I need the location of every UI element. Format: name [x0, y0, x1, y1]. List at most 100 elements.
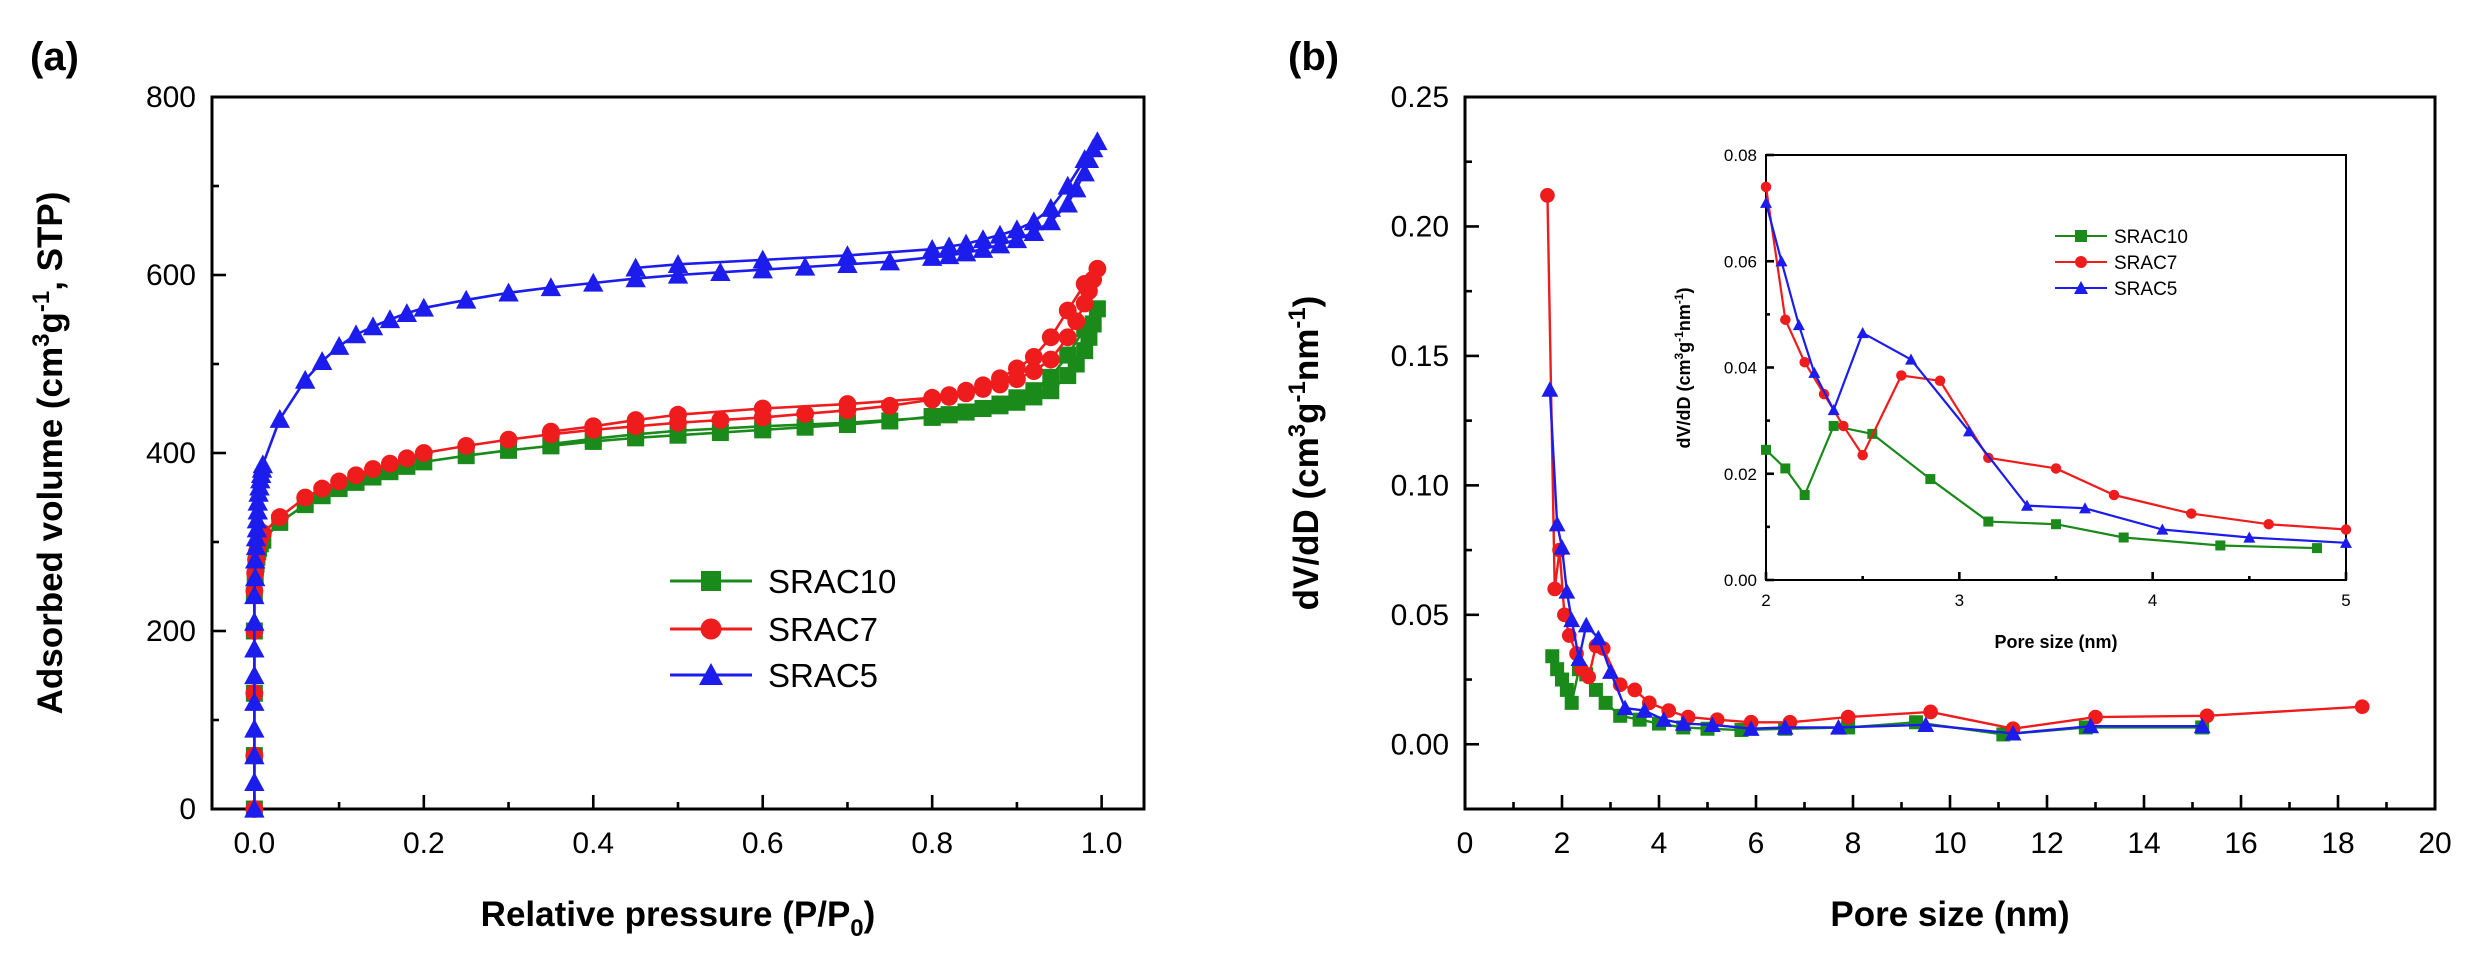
panel-a-x-tick-label: 0.6: [742, 827, 784, 860]
inset-point-srac10: [1780, 463, 1791, 474]
panel-b-ticks: 0 2 4 6 8 10 12 14 16 18 20 0.00 0.05 0.10 0.15 0.20 0.2…: [1391, 81, 2452, 860]
panel-b-point-srac5: [1703, 716, 1721, 732]
panel-b-y-tick-label: 0.25: [1391, 81, 1449, 114]
panel-a-point-srac5: [362, 316, 384, 336]
panel-a-point-srac10: [1025, 382, 1043, 400]
inset-point-srac7: [1799, 356, 1810, 368]
panel-a-point-srac5: [244, 692, 265, 711]
panel-a-point-srac5: [879, 251, 901, 271]
panel-b-point-srac5: [1616, 699, 1634, 716]
panel-b: (b) 0 2 4 6 8 10 12 14 16 18 20 0.00 0.05 0.10 0.15 0.2…: [1284, 35, 2452, 934]
panel-b-point-srac10: [1559, 682, 1574, 697]
panel-a-point-srac5: [794, 256, 816, 276]
inset-point-srac5: [2156, 523, 2169, 535]
panel-a-y-tick-label: 800: [146, 81, 196, 114]
panel-b-x-tick-label: 0: [1457, 827, 1474, 860]
panel-b-point-srac5: [1776, 719, 1794, 735]
panel-a-point-srac5: [938, 236, 960, 256]
inset-point-srac7: [2186, 508, 2197, 519]
panel-b-point-srac5: [1563, 611, 1581, 628]
panel-b-point-srac10: [1545, 649, 1560, 664]
panel-a-point-srac5: [540, 277, 562, 297]
panel-b-point-srac5: [2082, 717, 2100, 734]
panel-a-point-srac7: [414, 444, 433, 462]
legend-item-srac7: SRAC7: [670, 611, 878, 648]
legend-label-srac10: SRAC10: [768, 563, 896, 600]
panel-a-point-srac5: [972, 229, 994, 249]
panel-a-plot-frame: [210, 95, 1146, 811]
panel-b-point-srac7: [2199, 708, 2215, 724]
inset-chart: 2 3 4 50.000.020.040.060.08 Pore size (nm) …: [1672, 146, 2352, 652]
panel-b-point-srac5: [1636, 702, 1653, 718]
panel-a-point-srac5: [972, 238, 994, 258]
panel-b-point-srac7: [1627, 682, 1643, 698]
inset-point-srac7: [1896, 370, 1907, 381]
panel-a-point-srac5: [269, 408, 290, 428]
panel-a-point-srac5: [1006, 219, 1028, 239]
panel-a-point-srac5: [244, 585, 265, 605]
panel-a-point-srac5: [244, 745, 265, 765]
panel-b-x-tick-label: 14: [2127, 827, 2160, 860]
panel-a-point-srac5: [396, 303, 418, 322]
inset-x-tick-label: 2: [1761, 591, 1770, 610]
panel-b-label: (b): [1288, 35, 1339, 79]
panel-a-point-srac10: [1059, 346, 1077, 364]
panel-b-data: [1540, 188, 2370, 742]
panel-a-point-srac7: [669, 405, 687, 424]
panel-b-point-srac5: [1830, 719, 1847, 735]
panel-a-point-srac5: [989, 234, 1011, 254]
panel-a-point-srac5: [244, 611, 265, 631]
panel-b-point-srac5: [1917, 716, 1935, 732]
panel-a-point-srac5: [244, 665, 265, 685]
panel-a-point-srac5: [1087, 131, 1108, 151]
panel-a-point-srac5: [752, 249, 773, 269]
inset-point-srac10: [2312, 543, 2322, 554]
panel-a-point-srac5: [1006, 229, 1028, 249]
panel-b-point-srac5: [1589, 629, 1607, 646]
panel-a-point-srac7: [1024, 362, 1043, 381]
panel-a-point-srac10: [940, 406, 958, 424]
panel-a-point-srac10: [991, 395, 1009, 413]
panel-b-point-srac5: [1553, 539, 1571, 555]
panel-a-point-srac10: [1042, 382, 1060, 400]
panel-a-y-tick-label: 0: [179, 793, 196, 826]
inset-legend-marker-srac7: [2075, 256, 2087, 268]
inset-plot-frame: [1765, 154, 2347, 581]
panel-b-x-tick-label: 20: [2418, 827, 2451, 860]
inset-point-srac7: [2340, 524, 2352, 535]
panel-b-x-axis-label: Pore size (nm): [1830, 895, 2069, 934]
inset-legend-label-srac5: SRAC5: [2114, 279, 2177, 300]
panel-a-x-tick-label: 0.2: [403, 827, 445, 860]
panel-a-point-srac5: [1057, 193, 1078, 213]
panel-a-point-srac7: [499, 430, 518, 449]
panel-a: (a) 0.0 0.2 0.4 0.6 0.8 1.0 0 200 400 600 800 Rela…: [28, 35, 1146, 942]
panel-a-legend: SRAC10 SRAC7 SRAC5: [670, 563, 896, 694]
inset-point-srac7: [1857, 449, 1868, 461]
inset-point-srac5: [1905, 353, 1917, 365]
panel-a-point-srac5: [245, 567, 266, 587]
panel-a-point-srac7: [1024, 347, 1043, 366]
inset-legend-item-srac10: SRAC10: [2055, 227, 2188, 248]
panel-a-point-srac5: [1023, 222, 1045, 241]
inset-series-line-srac7: [1764, 186, 2347, 531]
inset-point-srac10: [1983, 516, 1994, 527]
inset-y-axis-label: dV/dD (cm3g-1nm-1): [1672, 287, 1694, 448]
inset-point-srac10: [1925, 474, 1936, 485]
panel-a-point-srac7: [753, 399, 772, 418]
inset-point-srac7: [2108, 489, 2120, 501]
panel-b-point-srac10: [1588, 682, 1603, 697]
legend-label-srac5: SRAC5: [768, 657, 878, 694]
panel-a-point-srac5: [1057, 175, 1078, 195]
panel-b-point-srac5: [1570, 650, 1588, 666]
panel-b-series-line-srac10: [1551, 655, 2203, 736]
legend-item-srac10: SRAC10: [670, 563, 896, 600]
panel-b-x-tick-label: 2: [1554, 827, 1571, 860]
panel-a-x-tick-label: 0.8: [911, 827, 953, 860]
panel-a-point-srac7: [381, 454, 399, 473]
panel-b-point-srac7: [1923, 704, 1938, 720]
panel-b-y-tick-label: 0.20: [1391, 210, 1449, 243]
legend-marker-srac5: [699, 663, 723, 685]
panel-b-point-srac5: [2004, 724, 2022, 741]
inset-point-srac5: [2021, 499, 2033, 511]
panel-a-point-srac7: [541, 422, 560, 441]
